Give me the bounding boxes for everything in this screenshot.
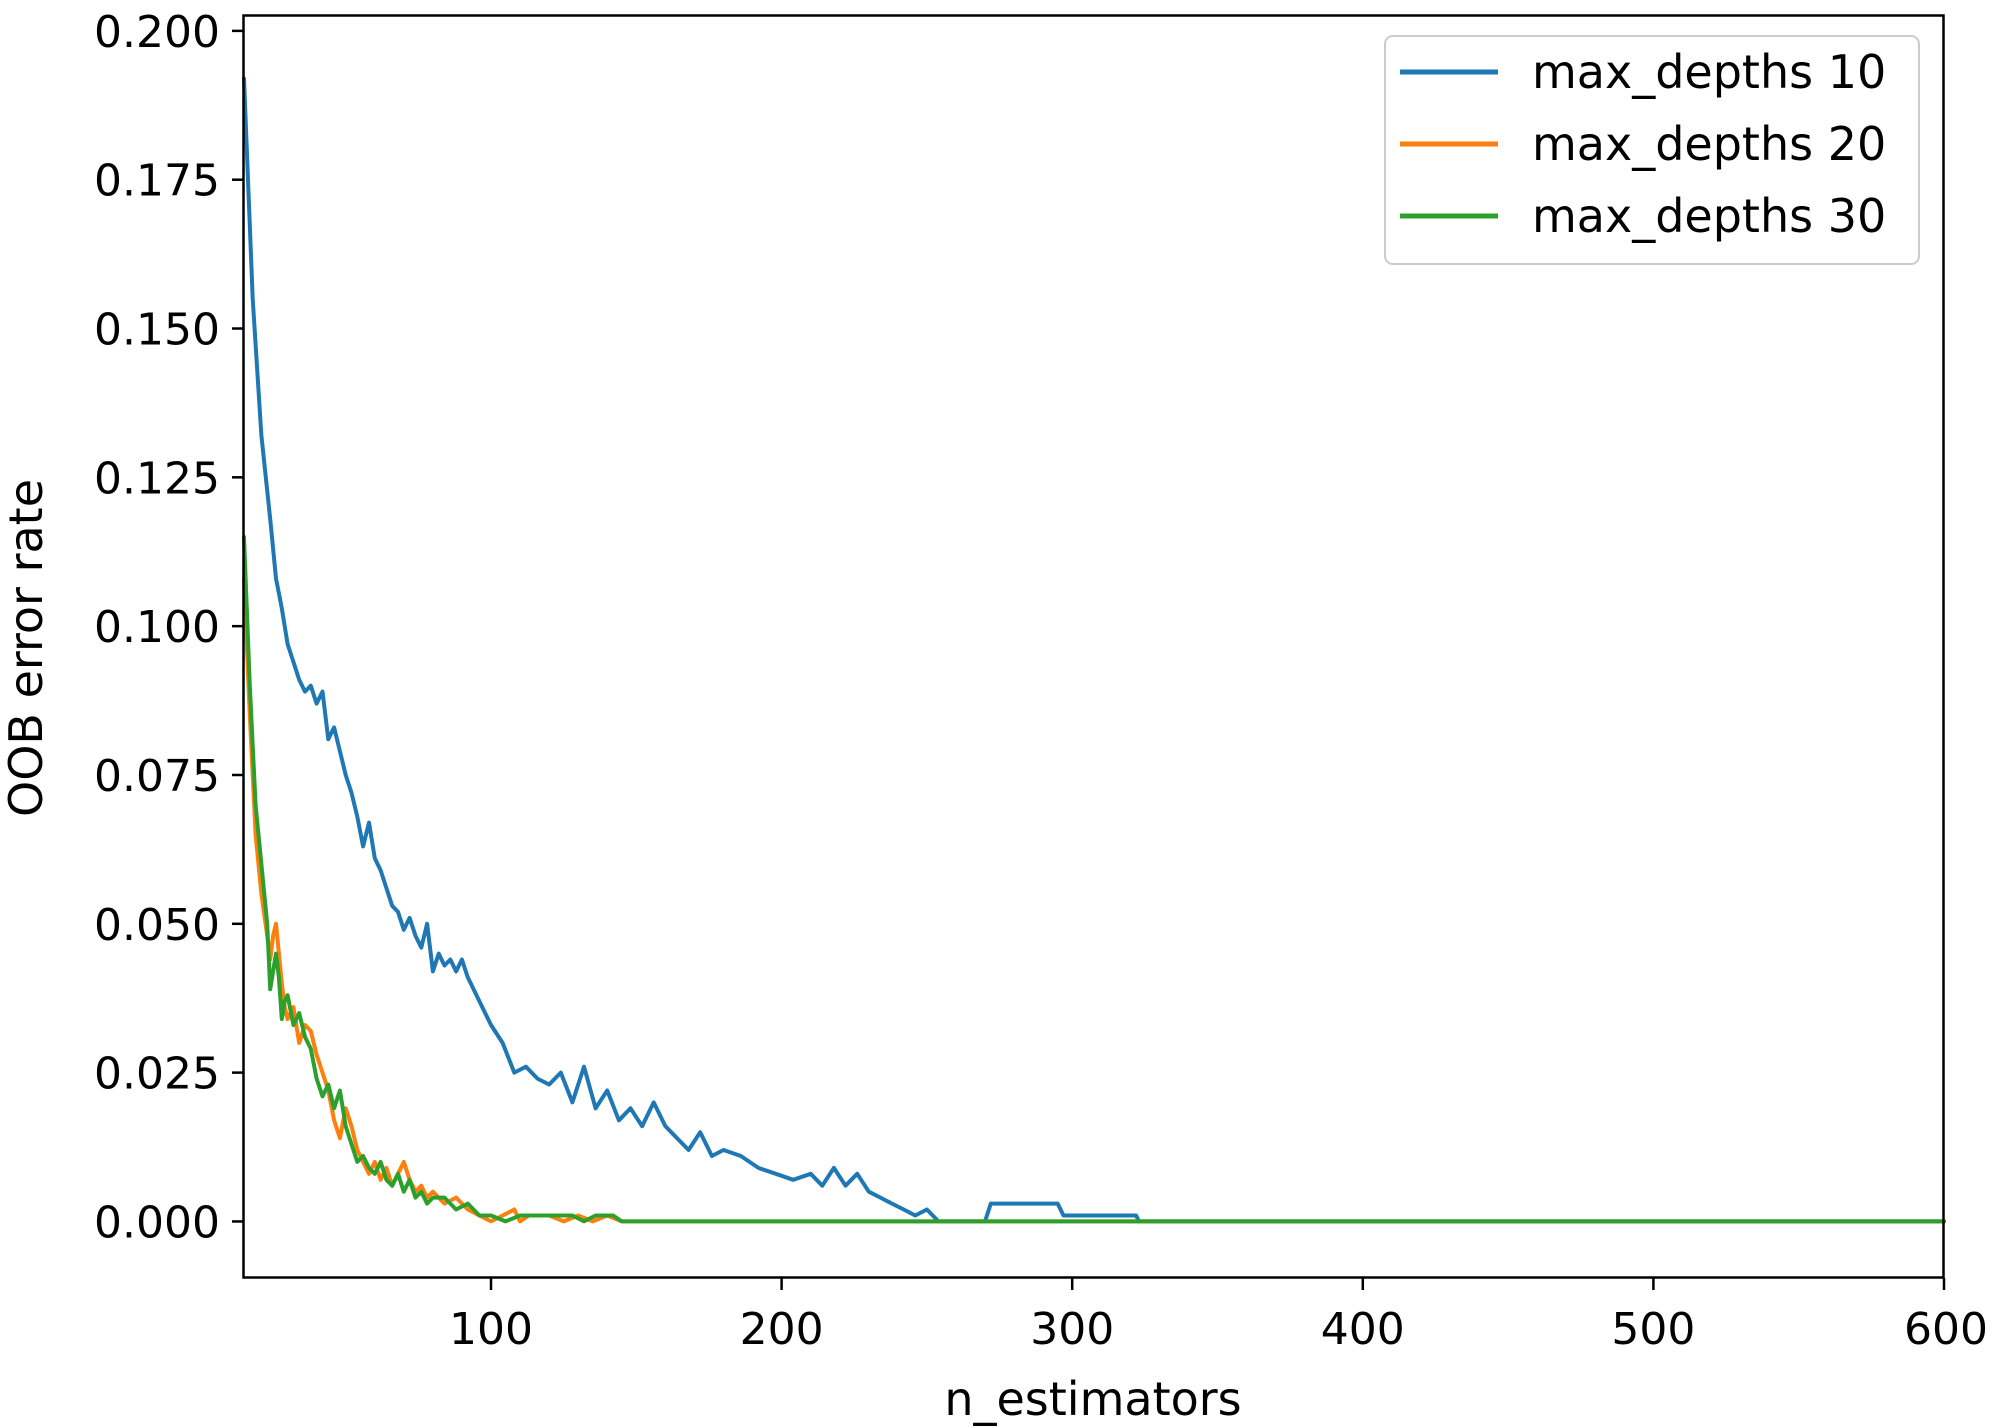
legend-label-max-depths-20: max_depths 20	[1532, 117, 1886, 171]
y-tick-label: 0.050	[94, 900, 220, 951]
legend: max_depths 10 max_depths 20 max_depths 3…	[1384, 35, 1920, 265]
series-line-max-depths-20	[242, 576, 1946, 1224]
series-line-max-depths-10	[242, 76, 1946, 1224]
x-tick-label: 300	[1030, 1304, 1114, 1355]
x-tick-label: 200	[740, 1304, 824, 1355]
y-tick-label: 0.175	[94, 156, 220, 207]
x-axis: 100 200 300 400 500 600	[449, 1278, 1988, 1355]
legend-label-max-depths-10: max_depths 10	[1532, 45, 1886, 99]
y-tick-label: 0.125	[94, 453, 220, 504]
x-tick-label: 400	[1321, 1304, 1405, 1355]
plot-frame	[242, 14, 1945, 1279]
legend-box	[1384, 35, 1920, 265]
y-tick-label: 0.200	[94, 7, 220, 58]
y-tick-label: 0.150	[94, 305, 220, 356]
y-tick-label: 0.000	[94, 1197, 220, 1248]
x-axis-label: n_estimators	[944, 1372, 1241, 1426]
y-axis-label: OOB error rate	[0, 479, 53, 817]
series-line-max-depths-30	[242, 534, 1946, 1224]
y-tick-label: 0.100	[94, 602, 220, 653]
y-tick-label: 0.075	[94, 751, 220, 802]
legend-label-max-depths-30: max_depths 30	[1532, 189, 1886, 243]
series-lines	[242, 76, 1946, 1224]
y-axis: 0.000 0.025 0.050 0.075 0.100 0.125 0.150 0.175…	[94, 7, 244, 1248]
x-tick-label: 500	[1611, 1304, 1695, 1355]
x-tick-label: 100	[449, 1304, 533, 1355]
y-tick-label: 0.025	[94, 1049, 220, 1100]
x-tick-label: 600	[1904, 1304, 1988, 1355]
